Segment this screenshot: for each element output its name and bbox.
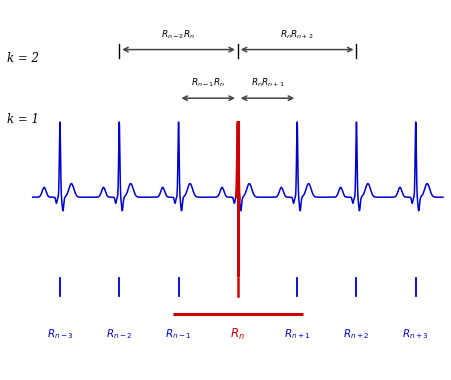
Text: $R_nR_{n+1}$: $R_nR_{n+1}$ bbox=[250, 77, 284, 89]
Text: $R_{n-1}R_n$: $R_{n-1}R_n$ bbox=[191, 77, 225, 89]
Text: k = 2: k = 2 bbox=[7, 52, 39, 65]
Text: $R_{n-1}$: $R_{n-1}$ bbox=[165, 327, 192, 340]
Text: $R_{n}$: $R_{n}$ bbox=[230, 327, 245, 342]
Text: $R_{n+3}$: $R_{n+3}$ bbox=[401, 327, 428, 340]
Text: $R_{n-2}R_n$: $R_{n-2}R_n$ bbox=[161, 28, 195, 41]
Text: $R_{n-2}$: $R_{n-2}$ bbox=[106, 327, 132, 340]
Text: $R_nR_{n+2}$: $R_nR_{n+2}$ bbox=[280, 28, 313, 41]
Text: $R_{n+2}$: $R_{n+2}$ bbox=[342, 327, 369, 340]
Text: $R_{n-3}$: $R_{n-3}$ bbox=[46, 327, 73, 340]
Text: $R_{n+1}$: $R_{n+1}$ bbox=[283, 327, 310, 340]
Text: k = 1: k = 1 bbox=[7, 113, 39, 126]
